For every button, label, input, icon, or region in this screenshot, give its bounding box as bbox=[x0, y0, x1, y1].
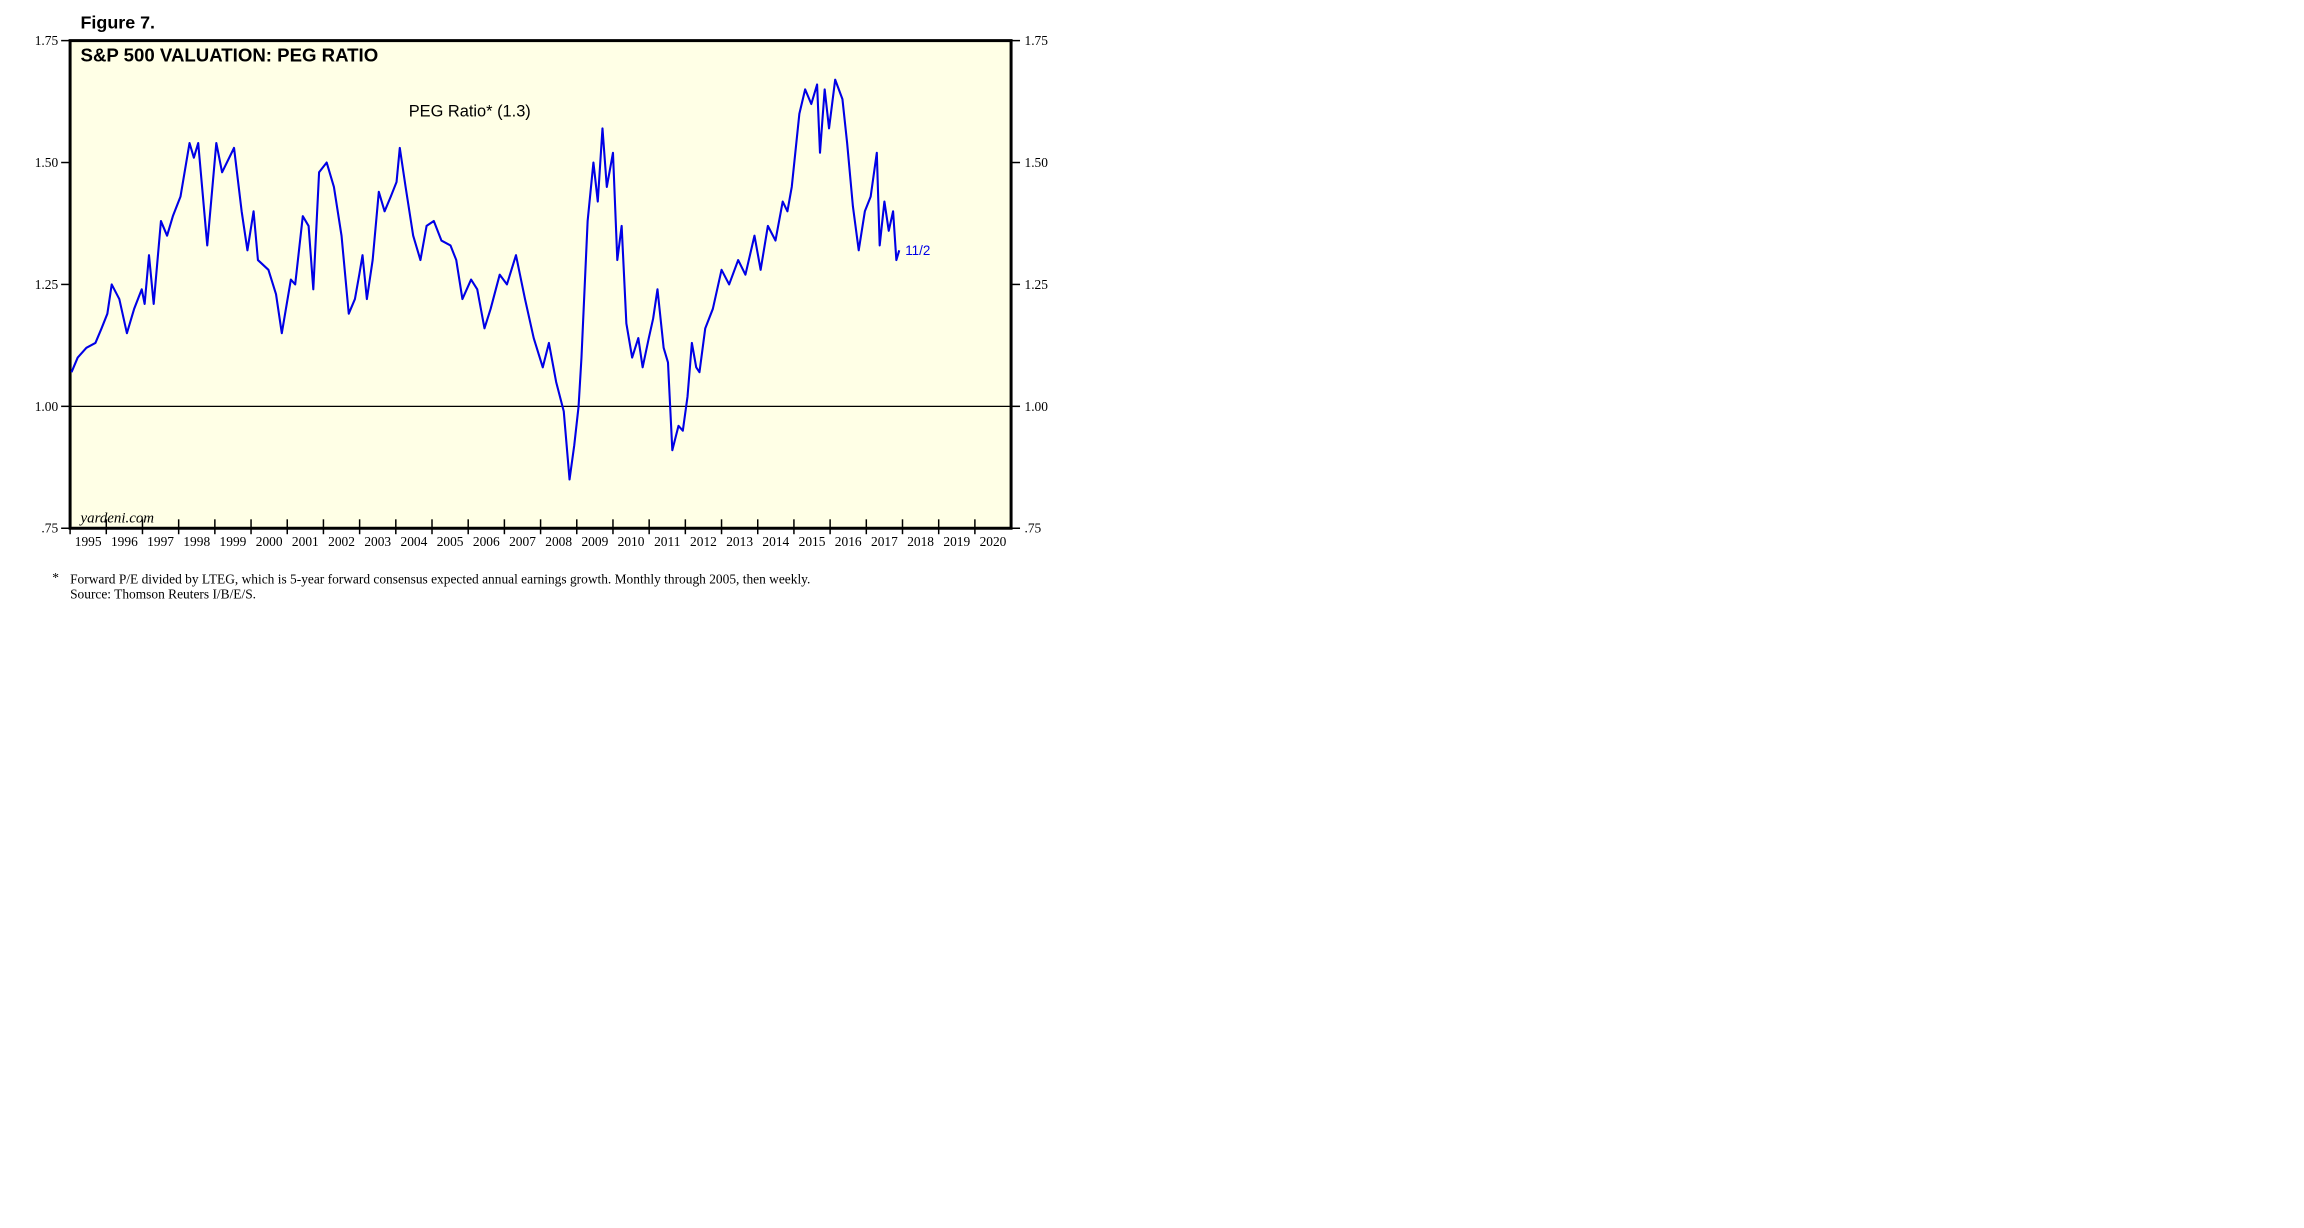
x-tick-label: 2014 bbox=[762, 534, 789, 549]
data-line bbox=[70, 78, 901, 481]
x-tick-label: 2005 bbox=[437, 534, 464, 549]
figure-label: Figure 7. bbox=[81, 13, 156, 33]
x-tick-label: 2010 bbox=[618, 534, 645, 549]
y-tick-label: 1.25 bbox=[35, 277, 59, 292]
x-tick-label: 2000 bbox=[256, 534, 283, 549]
x-tick-label: 2007 bbox=[509, 534, 536, 549]
y-tick-label: 1.00 bbox=[35, 399, 59, 414]
x-tick-label: 2004 bbox=[401, 534, 428, 549]
source: Source: Thomson Reuters I/B/E/S. bbox=[70, 586, 256, 601]
x-tick-label: 2019 bbox=[943, 534, 970, 549]
x-tick-label: 1995 bbox=[75, 534, 102, 549]
x-tick-label: 2009 bbox=[581, 534, 608, 549]
y2-tick-label: 1.75 bbox=[1024, 33, 1048, 48]
x-tick-label: 2001 bbox=[292, 534, 319, 549]
series-label: PEG Ratio* (1.3) bbox=[409, 103, 531, 121]
y-tick-label: 1.75 bbox=[35, 33, 59, 48]
x-tick-label: 1996 bbox=[111, 534, 138, 549]
x-tick-label: 2020 bbox=[980, 534, 1007, 549]
footnote: Forward P/E divided by LTEG, which is 5-… bbox=[70, 571, 810, 586]
plot-area bbox=[68, 39, 1013, 530]
x-tick-label: 1999 bbox=[220, 534, 247, 549]
footnote-marker: * bbox=[52, 570, 59, 585]
x-tick-label: 1998 bbox=[183, 534, 210, 549]
y-tick-label: 1.50 bbox=[35, 155, 59, 170]
x-tick-label: 2013 bbox=[726, 534, 753, 549]
chart-title: S&P 500 VALUATION: PEG RATIO bbox=[81, 44, 379, 65]
x-tick-label: 2015 bbox=[799, 534, 826, 549]
x-tick-label: 2006 bbox=[473, 534, 500, 549]
y2-tick-label: 1.25 bbox=[1024, 277, 1048, 292]
watermark: yardeni.com bbox=[79, 510, 155, 526]
x-tick-label: 2018 bbox=[907, 534, 934, 549]
end-label: 11/2 bbox=[905, 243, 930, 258]
y2-tick-label: 1.50 bbox=[1024, 155, 1048, 170]
y-tick-label: .75 bbox=[41, 521, 58, 536]
x-tick-label: 2011 bbox=[654, 534, 680, 549]
y2-tick-label: .75 bbox=[1024, 521, 1041, 536]
x-tick-label: 2002 bbox=[328, 534, 355, 549]
x-tick-label: 2003 bbox=[364, 534, 391, 549]
y2-tick-label: 1.00 bbox=[1024, 399, 1048, 414]
x-tick-label: 2017 bbox=[871, 534, 898, 549]
x-tick-label: 1997 bbox=[147, 534, 174, 549]
x-tick-label: 2016 bbox=[835, 534, 862, 549]
x-tick-label: 2012 bbox=[690, 534, 717, 549]
x-tick-label: 2008 bbox=[545, 534, 572, 549]
